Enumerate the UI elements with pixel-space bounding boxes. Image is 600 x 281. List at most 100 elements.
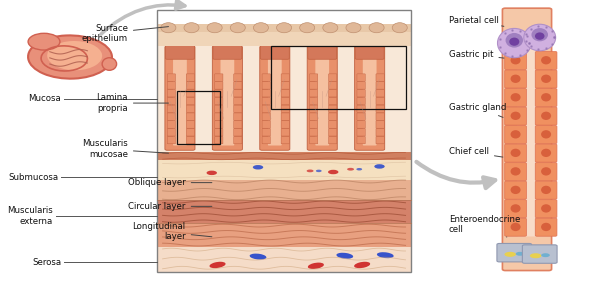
FancyBboxPatch shape: [215, 121, 223, 128]
Ellipse shape: [184, 23, 199, 33]
FancyBboxPatch shape: [173, 55, 187, 146]
Ellipse shape: [161, 23, 176, 33]
FancyBboxPatch shape: [357, 74, 365, 81]
FancyBboxPatch shape: [186, 129, 194, 136]
FancyBboxPatch shape: [310, 90, 318, 97]
FancyBboxPatch shape: [157, 223, 412, 247]
FancyBboxPatch shape: [505, 218, 526, 236]
FancyBboxPatch shape: [215, 90, 223, 97]
Ellipse shape: [497, 28, 531, 58]
Text: Oblique layer: Oblique layer: [128, 178, 212, 187]
Text: Muscularis
mucosae: Muscularis mucosae: [82, 139, 169, 159]
FancyBboxPatch shape: [329, 74, 337, 81]
Ellipse shape: [511, 186, 521, 194]
Text: Muscularis
externa: Muscularis externa: [7, 207, 53, 226]
FancyBboxPatch shape: [220, 55, 234, 146]
Ellipse shape: [541, 93, 551, 101]
FancyBboxPatch shape: [262, 97, 271, 105]
Ellipse shape: [511, 112, 521, 120]
FancyBboxPatch shape: [186, 105, 194, 113]
FancyBboxPatch shape: [167, 113, 175, 120]
Ellipse shape: [541, 204, 551, 213]
FancyBboxPatch shape: [376, 121, 384, 128]
FancyBboxPatch shape: [268, 55, 281, 146]
FancyBboxPatch shape: [215, 74, 223, 81]
FancyBboxPatch shape: [310, 74, 318, 81]
Text: Longitudinal
layer: Longitudinal layer: [133, 222, 212, 241]
Text: Surface
epithelium: Surface epithelium: [82, 24, 169, 43]
FancyBboxPatch shape: [157, 152, 412, 160]
FancyBboxPatch shape: [167, 90, 175, 97]
FancyBboxPatch shape: [497, 243, 532, 262]
FancyBboxPatch shape: [213, 44, 242, 59]
Text: Chief cell: Chief cell: [449, 148, 503, 157]
FancyBboxPatch shape: [281, 82, 289, 89]
FancyBboxPatch shape: [376, 97, 384, 105]
FancyBboxPatch shape: [357, 105, 365, 113]
FancyBboxPatch shape: [167, 136, 175, 144]
Text: Enteroendocrine
cell: Enteroendocrine cell: [449, 215, 520, 237]
Ellipse shape: [392, 23, 407, 33]
FancyBboxPatch shape: [186, 97, 194, 105]
Text: Circular layer: Circular layer: [128, 202, 212, 211]
FancyBboxPatch shape: [308, 44, 337, 59]
FancyBboxPatch shape: [260, 44, 289, 59]
FancyBboxPatch shape: [233, 74, 242, 81]
FancyBboxPatch shape: [186, 121, 194, 128]
Ellipse shape: [524, 24, 556, 51]
FancyBboxPatch shape: [502, 8, 551, 271]
Ellipse shape: [369, 23, 384, 33]
Ellipse shape: [541, 253, 550, 257]
Ellipse shape: [511, 130, 521, 139]
FancyBboxPatch shape: [260, 46, 290, 150]
FancyBboxPatch shape: [281, 105, 289, 113]
Ellipse shape: [511, 149, 521, 157]
FancyBboxPatch shape: [215, 129, 223, 136]
FancyBboxPatch shape: [157, 200, 412, 223]
FancyBboxPatch shape: [233, 129, 242, 136]
FancyBboxPatch shape: [167, 74, 175, 81]
Ellipse shape: [253, 23, 268, 33]
FancyBboxPatch shape: [329, 105, 337, 113]
FancyBboxPatch shape: [233, 113, 242, 120]
Ellipse shape: [511, 204, 521, 213]
FancyBboxPatch shape: [329, 97, 337, 105]
FancyBboxPatch shape: [215, 82, 223, 89]
FancyBboxPatch shape: [233, 90, 242, 97]
FancyBboxPatch shape: [357, 136, 365, 144]
FancyBboxPatch shape: [357, 82, 365, 89]
Ellipse shape: [509, 38, 520, 46]
FancyBboxPatch shape: [186, 82, 194, 89]
FancyBboxPatch shape: [376, 74, 384, 81]
Ellipse shape: [209, 262, 226, 268]
FancyBboxPatch shape: [310, 121, 318, 128]
Ellipse shape: [299, 23, 315, 33]
Ellipse shape: [250, 253, 266, 260]
FancyBboxPatch shape: [535, 70, 557, 88]
FancyBboxPatch shape: [310, 136, 318, 144]
Ellipse shape: [328, 170, 338, 174]
FancyBboxPatch shape: [376, 82, 384, 89]
FancyBboxPatch shape: [329, 90, 337, 97]
FancyBboxPatch shape: [310, 105, 318, 113]
FancyBboxPatch shape: [157, 160, 412, 180]
FancyBboxPatch shape: [535, 200, 557, 218]
FancyBboxPatch shape: [535, 51, 557, 69]
FancyBboxPatch shape: [535, 144, 557, 162]
FancyBboxPatch shape: [376, 105, 384, 113]
FancyBboxPatch shape: [233, 136, 242, 144]
FancyBboxPatch shape: [157, 180, 412, 200]
FancyBboxPatch shape: [329, 121, 337, 128]
FancyBboxPatch shape: [505, 200, 526, 218]
FancyBboxPatch shape: [281, 74, 289, 81]
FancyBboxPatch shape: [316, 55, 329, 146]
Ellipse shape: [511, 223, 521, 231]
Ellipse shape: [354, 262, 370, 268]
Ellipse shape: [207, 23, 222, 33]
FancyBboxPatch shape: [505, 89, 526, 106]
FancyBboxPatch shape: [535, 89, 557, 106]
Ellipse shape: [530, 253, 541, 258]
FancyBboxPatch shape: [376, 113, 384, 120]
FancyBboxPatch shape: [186, 74, 194, 81]
FancyBboxPatch shape: [281, 113, 289, 120]
